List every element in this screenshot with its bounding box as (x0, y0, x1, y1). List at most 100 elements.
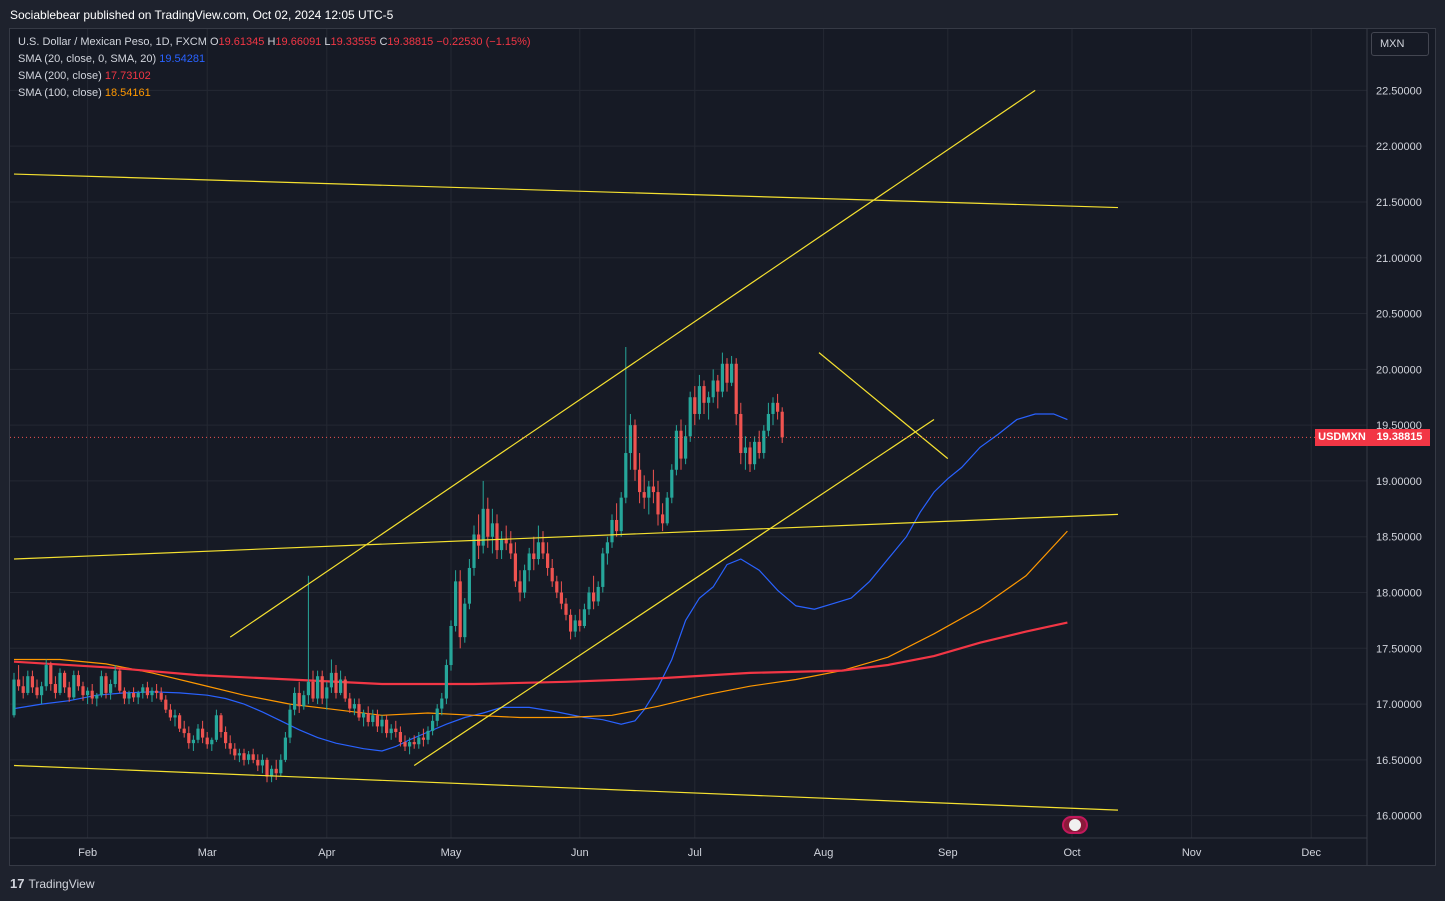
trendline (413, 419, 935, 766)
candle-body (12, 679, 16, 716)
candle-body (320, 676, 324, 699)
x-tick-label: Sep (938, 847, 958, 859)
candle-body (665, 497, 669, 524)
candle-body (638, 469, 642, 493)
candle-body (490, 523, 494, 537)
candle-body (164, 699, 168, 710)
candle-body (385, 719, 389, 734)
candle-body (256, 759, 260, 766)
y-tick-label: 21.50000 (1376, 197, 1422, 209)
y-tick-label: 20.00000 (1376, 364, 1422, 376)
sma200-label: SMA (200, close) (18, 70, 102, 82)
candle-body (339, 679, 343, 693)
x-tick-label: Jul (688, 847, 702, 859)
candle-body (182, 728, 186, 734)
legend-sma20-row[interactable]: SMA (20, close, 0, SMA, 20) 19.54281 (18, 51, 531, 68)
candle-body (136, 692, 140, 698)
candle-body (155, 690, 159, 693)
legend-sma100-row[interactable]: SMA (100, close) 18.54161 (18, 85, 531, 102)
y-tick-label: 20.50000 (1376, 309, 1422, 321)
high-label: H (267, 36, 276, 48)
candle-body (366, 713, 370, 722)
candle-body (661, 514, 665, 524)
x-tick-label: Feb (78, 847, 97, 859)
candle-body (610, 519, 614, 543)
x-tick-label: Nov (1182, 847, 1202, 859)
candle-body (224, 731, 228, 744)
candle-body (532, 553, 536, 560)
candle-body (486, 508, 490, 537)
candle-body (573, 620, 577, 632)
candle-body (76, 675, 80, 687)
sma100-line (14, 530, 1068, 719)
candle-body (168, 709, 172, 718)
candle-body (500, 538, 504, 551)
x-tick-label: Apr (318, 847, 335, 859)
candle-body (651, 486, 655, 493)
candle-body (656, 492, 660, 515)
candle-body (716, 380, 720, 392)
candle-body (444, 665, 448, 699)
tradingview-logo[interactable]: 17 TradingView (10, 876, 95, 891)
candle-body (679, 430, 683, 459)
legend-symbol-row: U.S. Dollar / Mexican Peso, 1D, FXCM O19… (18, 34, 531, 51)
trendline (13, 173, 1119, 209)
change-value: −0.22530 (−1.15%) (436, 36, 531, 48)
candle-body (205, 737, 209, 745)
candle-body (260, 759, 264, 766)
candle-body (697, 386, 701, 414)
legend-sma200-row[interactable]: SMA (200, close) 17.73102 (18, 68, 531, 85)
currency-button[interactable]: MXN (1371, 32, 1429, 56)
candle-body (628, 425, 632, 454)
candle-body (615, 519, 619, 532)
candle-body (647, 486, 651, 498)
candle-body (753, 441, 757, 465)
sma20-label: SMA (20, close, 0, SMA, 20) (18, 53, 157, 65)
candle-body (274, 768, 278, 774)
x-tick-label: Oct (1063, 847, 1080, 859)
candle-body (527, 553, 531, 571)
candle-body (582, 609, 586, 626)
candle-body (702, 386, 706, 403)
candle-body (237, 753, 241, 756)
y-tick-label: 16.50000 (1376, 755, 1422, 767)
us-flag-event-icon[interactable] (1062, 816, 1088, 834)
candle-body (380, 719, 384, 727)
symbol-price-tag: USDMXN (1315, 428, 1369, 446)
candle-body (334, 672, 338, 693)
open-label: O (209, 36, 219, 48)
candle-body (297, 692, 301, 707)
x-tick-label: Aug (814, 847, 834, 859)
candle-body (463, 603, 467, 638)
candle-body (559, 592, 563, 604)
candle-body (265, 759, 269, 777)
candle-body (325, 687, 329, 699)
candle-body (288, 709, 292, 738)
candle-body (44, 665, 48, 687)
candle-body (481, 508, 485, 546)
candle-body (569, 614, 573, 632)
candle-body (513, 553, 517, 582)
candle-body (173, 715, 177, 718)
candle-body (141, 687, 145, 693)
candle-body (730, 363, 734, 383)
candle-body (642, 492, 646, 498)
candle-body (762, 430, 766, 454)
candle-body (389, 728, 393, 734)
candle-body (780, 411, 784, 438)
publish-info: Sociablebear published on TradingView.co… (10, 8, 394, 22)
trendline (818, 352, 949, 460)
candle-body (375, 715, 379, 727)
candle-body (242, 753, 246, 760)
candle-body (454, 581, 458, 626)
candle-body (316, 676, 320, 699)
candle-body (523, 570, 527, 593)
candle-body (739, 413, 743, 454)
candle-body (49, 665, 53, 685)
footer-bar (0, 866, 1445, 901)
candle-body (81, 686, 85, 696)
candle-body (688, 397, 692, 437)
candle-body (178, 715, 182, 729)
candle-body (541, 542, 545, 554)
